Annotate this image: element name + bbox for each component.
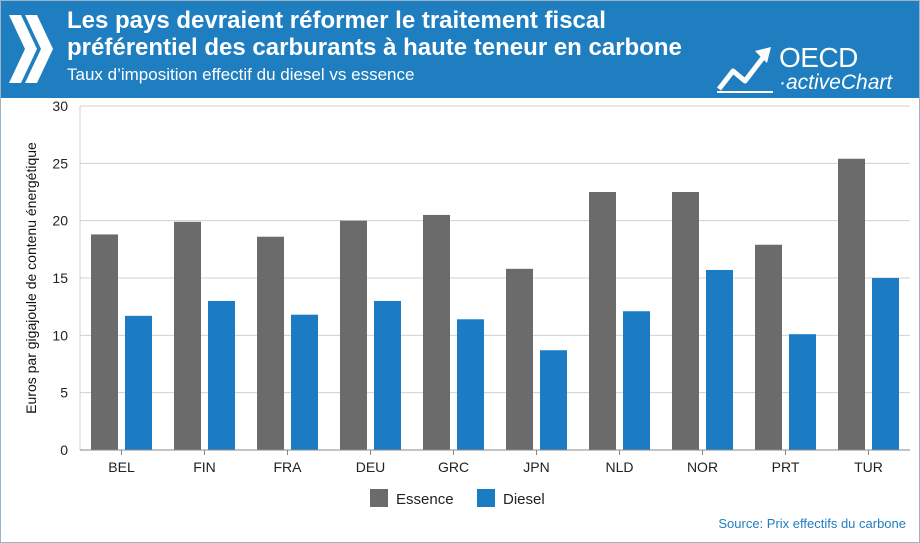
title-line-1: Les pays devraient réformer le traitemen… xyxy=(67,7,606,34)
bar-diesel-fra[interactable] xyxy=(291,314,318,450)
y-tick-label: 25 xyxy=(52,155,68,171)
x-tick-label: FRA xyxy=(274,459,303,475)
bar-essence-tur[interactable] xyxy=(838,158,865,450)
legend-label-essence[interactable]: Essence xyxy=(396,491,454,508)
y-tick-label: 0 xyxy=(60,442,68,458)
header-banner: Les pays devraient réformer le traitemen… xyxy=(1,1,919,98)
y-tick-label: 15 xyxy=(52,270,68,286)
y-tick-label: 30 xyxy=(52,98,68,114)
double-chevron-icon xyxy=(9,15,53,83)
bar-essence-grc[interactable] xyxy=(423,214,450,450)
source-note: Source: Prix effectifs du carbone xyxy=(718,516,906,531)
x-tick-label: FIN xyxy=(193,459,216,475)
bar-diesel-grc[interactable] xyxy=(457,319,484,450)
bar-diesel-bel[interactable] xyxy=(125,315,152,450)
title-line-2: préférentiel des carburants à haute tene… xyxy=(67,34,682,61)
bar-essence-nor[interactable] xyxy=(672,192,699,450)
x-tick-label: BEL xyxy=(108,459,135,475)
x-tick-label: GRC xyxy=(438,459,469,475)
bar-essence-fin[interactable] xyxy=(174,221,201,450)
bar-diesel-nor[interactable] xyxy=(706,269,733,450)
bar-essence-prt[interactable] xyxy=(755,244,782,450)
trend-chart-icon xyxy=(717,47,773,93)
chart-subtitle: Taux d’imposition effectif du diesel vs … xyxy=(67,65,415,84)
x-tick-label: TUR xyxy=(854,459,883,475)
bar-diesel-fin[interactable] xyxy=(208,300,235,450)
logo-brand: OECD xyxy=(779,42,858,73)
legend-label-diesel[interactable]: Diesel xyxy=(503,491,545,508)
bar-diesel-nld[interactable] xyxy=(623,311,650,450)
x-tick-label: NOR xyxy=(687,459,718,475)
bar-essence-nld[interactable] xyxy=(589,192,616,450)
x-tick-label: PRT xyxy=(772,459,800,475)
legend-swatch-diesel[interactable] xyxy=(477,489,495,507)
x-tick-label: NLD xyxy=(605,459,633,475)
y-tick-label: 5 xyxy=(60,385,68,401)
bar-essence-deu[interactable] xyxy=(340,220,367,450)
bar-diesel-deu[interactable] xyxy=(374,300,401,450)
bar-diesel-prt[interactable] xyxy=(789,334,816,450)
bar-diesel-jpn[interactable] xyxy=(540,350,567,450)
y-tick-label: 20 xyxy=(52,213,68,229)
bar-chart: 0 5 10 15 20 25 30 Euros par gigajoule de conte… xyxy=(23,98,910,508)
y-axis-label: Euros par gigajoule de contenu énergétiq… xyxy=(23,142,39,414)
x-tick-label: JPN xyxy=(523,459,549,475)
logo-product: ·activeChart xyxy=(779,71,893,94)
legend-swatch-essence[interactable] xyxy=(370,489,388,507)
bar-essence-fra[interactable] xyxy=(257,236,284,450)
bar-essence-bel[interactable] xyxy=(91,234,118,450)
bar-essence-jpn[interactable] xyxy=(506,268,533,450)
x-tick-label: DEU xyxy=(356,459,386,475)
y-tick-label: 10 xyxy=(52,327,68,343)
chart-title: Les pays devraient réformer le traitemen… xyxy=(67,7,747,61)
bar-diesel-tur[interactable] xyxy=(872,278,899,450)
oecd-activechart-logo[interactable]: OECD ·activeChart xyxy=(715,43,915,97)
